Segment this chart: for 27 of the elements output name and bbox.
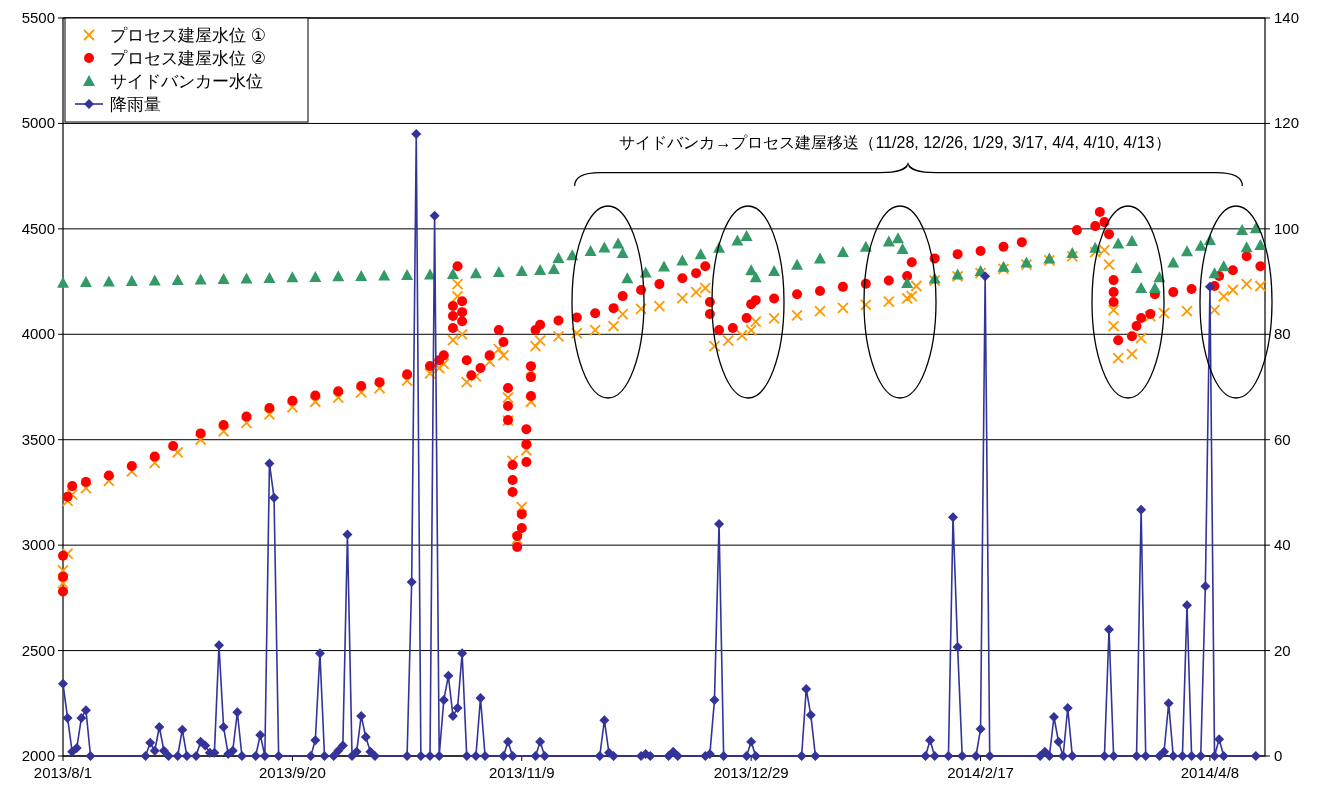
x-tick-label: 2014/2/17 bbox=[947, 764, 1014, 781]
legend-label: サイドバンカー水位 bbox=[110, 72, 263, 91]
y-tick-label: 2500 bbox=[21, 641, 55, 659]
annotation: サイドバンカ→プロセス建屋移送（11/28, 12/26, 1/29, 3/17, 4/4, 4/10, 4/13） bbox=[619, 134, 1171, 151]
y2-tick-label: 140 bbox=[1274, 9, 1300, 26]
y2-tick-label: 100 bbox=[1274, 219, 1300, 237]
y-tick-label: 5000 bbox=[21, 114, 55, 132]
x-tick-label: 2013/12/29 bbox=[713, 764, 789, 781]
y-tick-label: 3500 bbox=[21, 430, 55, 448]
y-tick-label: 5500 bbox=[21, 9, 55, 26]
y-tick-label: 4000 bbox=[21, 325, 55, 343]
y2-tick-label: 20 bbox=[1274, 641, 1291, 659]
y-tick-label: 3000 bbox=[21, 536, 55, 554]
y2-tick-label: 80 bbox=[1274, 325, 1291, 343]
y2-tick-label: 60 bbox=[1274, 430, 1291, 448]
legend-label: 降雨量 bbox=[110, 95, 161, 114]
y2-tick-label: 120 bbox=[1274, 114, 1300, 132]
legend-label: プロセス建屋水位 ② bbox=[110, 49, 266, 68]
x-tick-label: 2014/4/8 bbox=[1180, 764, 1240, 781]
y2-tick-label: 40 bbox=[1274, 536, 1291, 554]
x-tick-label: 2013/9/20 bbox=[259, 764, 326, 781]
y-tick-label: 4500 bbox=[21, 219, 55, 237]
x-tick-label: 2013/11/9 bbox=[488, 764, 555, 781]
legend-label: プロセス建屋水位 ① bbox=[110, 26, 266, 45]
x-tick-label: 2013/8/1 bbox=[33, 764, 93, 781]
y-tick-label: 2000 bbox=[21, 747, 55, 764]
y2-tick-label: 0 bbox=[1274, 747, 1283, 764]
